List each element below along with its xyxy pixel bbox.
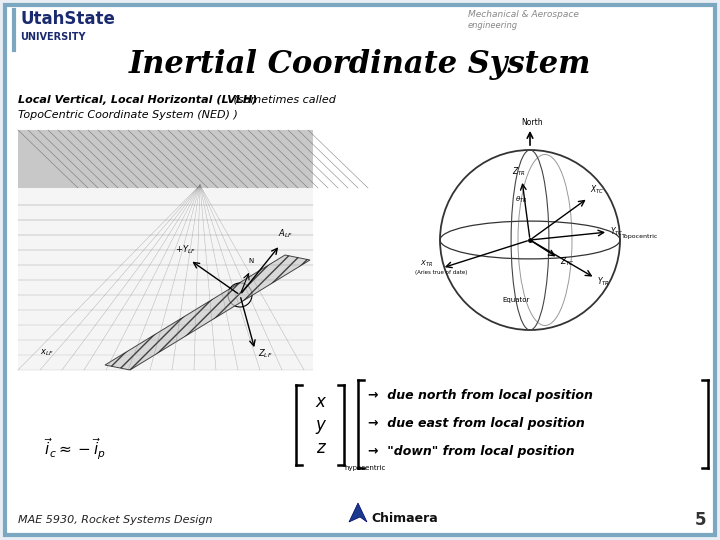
Polygon shape	[105, 255, 310, 370]
Text: →  due north from local position: → due north from local position	[368, 389, 593, 402]
Text: Equator: Equator	[502, 297, 529, 303]
Text: y: y	[315, 416, 325, 434]
Text: x: x	[315, 393, 325, 411]
FancyBboxPatch shape	[18, 130, 313, 188]
Text: $X_{TR}$: $X_{TR}$	[420, 259, 433, 269]
Text: engineering: engineering	[468, 21, 518, 30]
Text: (sometimes called: (sometimes called	[230, 95, 336, 105]
Text: $X_{TC}$: $X_{TC}$	[590, 183, 605, 195]
Text: $Y_{TR}$: $Y_{TR}$	[597, 275, 610, 287]
Text: $Z_{TR}$: $Z_{TR}$	[512, 166, 526, 179]
Text: z: z	[315, 439, 325, 457]
Text: UNIVERSITY: UNIVERSITY	[20, 32, 86, 42]
Text: $Z_{TC}$: $Z_{TC}$	[560, 255, 575, 267]
Text: (Aries true of date): (Aries true of date)	[415, 270, 467, 275]
FancyBboxPatch shape	[18, 130, 313, 370]
Text: MAE 5930, Rocket Systems Design: MAE 5930, Rocket Systems Design	[18, 515, 212, 525]
Text: →  due east from local position: → due east from local position	[368, 417, 585, 430]
Text: $A_{LF}$: $A_{LF}$	[278, 228, 293, 240]
Text: 5: 5	[694, 511, 706, 529]
FancyBboxPatch shape	[5, 5, 715, 535]
Text: Inertial Coordinate System: Inertial Coordinate System	[129, 50, 591, 80]
Polygon shape	[349, 503, 367, 522]
Text: Local Vertical, Local Horizontal (LVLH): Local Vertical, Local Horizontal (LVLH)	[18, 95, 257, 105]
Text: Topocentric: Topocentric	[622, 234, 658, 239]
Text: UtahState: UtahState	[20, 10, 115, 28]
Text: N: N	[248, 258, 253, 264]
Text: $Z_{LF}$: $Z_{LF}$	[258, 348, 273, 361]
Text: $x_{LF}$: $x_{LF}$	[40, 348, 54, 359]
Text: $+Y_{LF}$: $+Y_{LF}$	[175, 244, 196, 256]
Text: Mechanical & Aerospace: Mechanical & Aerospace	[468, 10, 579, 19]
Text: →  "down" from local position: → "down" from local position	[368, 446, 575, 458]
Text: hypocentric: hypocentric	[344, 465, 385, 471]
Text: $\theta_{TR}$: $\theta_{TR}$	[515, 195, 527, 205]
Text: North: North	[521, 118, 543, 127]
Text: $\vec{i}_c \approx -\vec{i}_p$: $\vec{i}_c \approx -\vec{i}_p$	[44, 436, 106, 462]
Text: Chimaera: Chimaera	[371, 511, 438, 524]
Text: $Y_{TC}$: $Y_{TC}$	[610, 225, 624, 238]
Text: TopoCentric Coordinate System (NED) ): TopoCentric Coordinate System (NED) )	[18, 110, 238, 120]
